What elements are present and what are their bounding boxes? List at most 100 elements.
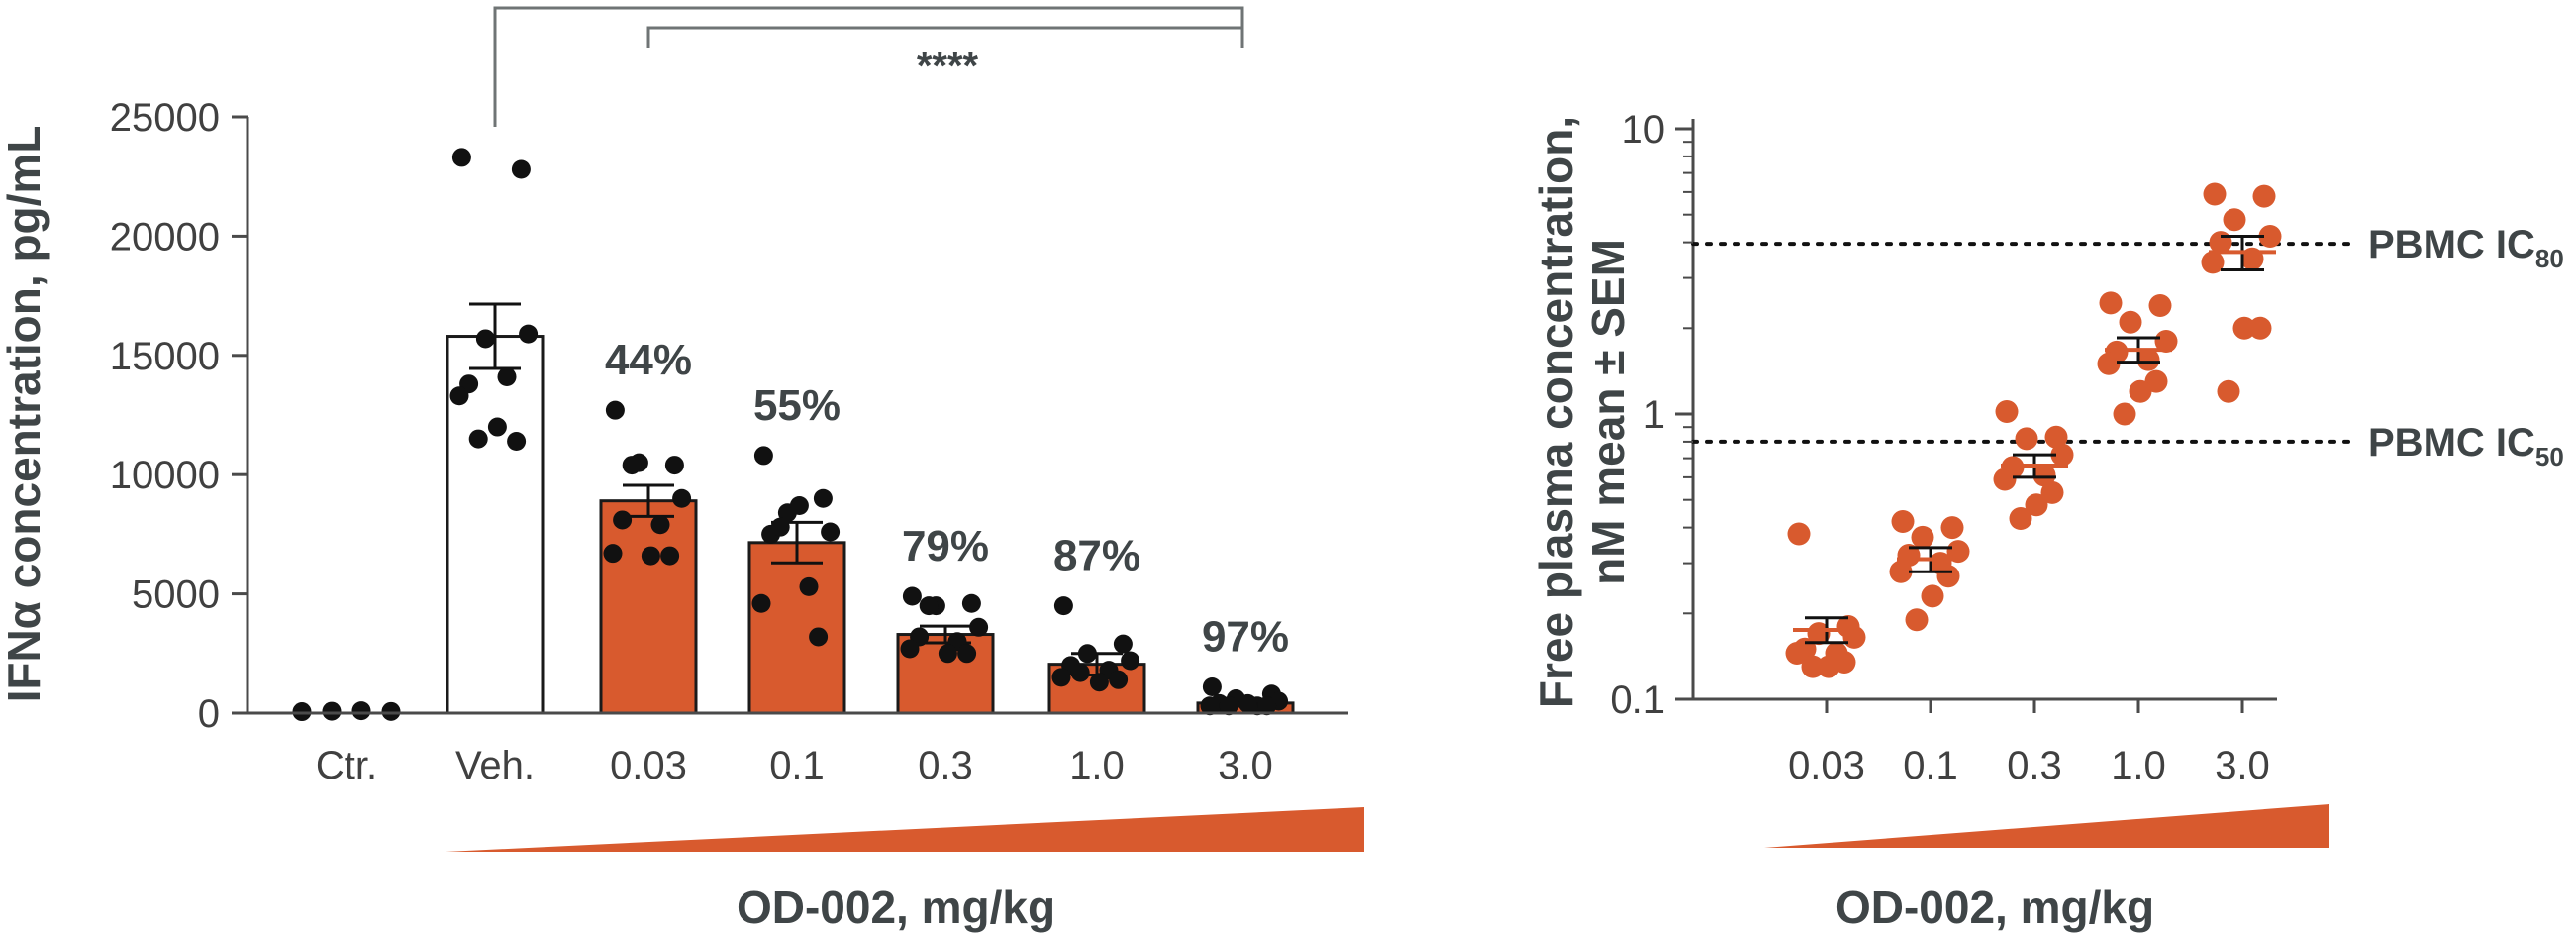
data-point-Veh. (487, 417, 507, 437)
data-point-1.0 (1051, 668, 1071, 687)
reference-label-ic80: PBMC IC80 (2368, 223, 2564, 273)
data-point-1.0 (1113, 634, 1133, 654)
data-point-0.3 (2015, 427, 2038, 451)
data-point-1.0 (2136, 348, 2160, 371)
x-tick-label: Ctr. (316, 744, 377, 787)
data-point-Veh. (449, 386, 469, 406)
data-point-0.1 (789, 496, 809, 516)
reference-label-subscript: 80 (2535, 244, 2564, 273)
data-point-0.3 (957, 644, 977, 664)
reference-label-text: PBMC IC (2368, 421, 2535, 465)
y-tick-label: 0 (198, 692, 220, 736)
dose-gradient-wedge (1764, 804, 2329, 848)
inhibition-label-0.1: 55% (753, 381, 841, 430)
data-point-0.1 (813, 488, 833, 508)
inhibition-label-0.03: 44% (605, 336, 692, 384)
reference-label-subscript: 50 (2535, 442, 2564, 471)
data-point-0.1 (770, 517, 790, 537)
x-tick-label: 0.03 (1788, 744, 1865, 787)
data-point-1.0 (1121, 651, 1140, 671)
data-point-1.0 (2097, 352, 2121, 375)
x-tick-label: 1.0 (1069, 744, 1125, 787)
data-point-3.0 (2252, 184, 2276, 208)
y-axis-title-line2: nM mean ± SEM (1582, 239, 1634, 585)
data-point-0.1 (1905, 608, 1929, 632)
data-point-0.3 (1993, 468, 2017, 491)
data-point-0.3 (900, 639, 920, 659)
data-point-0.03 (672, 488, 692, 508)
data-point-3.0 (1200, 696, 1220, 716)
data-point-3.0 (2232, 316, 2256, 340)
x-tick-label: 0.3 (2007, 744, 2062, 787)
data-point-Veh. (468, 429, 488, 449)
data-point-3.0 (2223, 208, 2246, 232)
data-point-1.0 (2129, 379, 2152, 403)
data-point-0.03 (605, 400, 625, 420)
data-point-3.0 (1202, 677, 1222, 697)
data-point-0.03 (664, 456, 684, 475)
scatter-marks (1785, 182, 2282, 678)
data-point-1.0 (2154, 329, 2178, 353)
bar-0.1 (747, 541, 846, 715)
data-point-3.0 (2258, 225, 2282, 249)
data-point-1.0 (1053, 596, 1073, 616)
data-point-1.0 (1077, 644, 1097, 664)
x-ticks: 0.03 0.1 0.3 1.0 3.0 (1788, 699, 2270, 787)
data-point-0.03 (1787, 522, 1811, 546)
y-tick-label: 5000 (132, 573, 220, 617)
y-tick-label: 0.1 (1610, 678, 1665, 722)
data-point-0.3 (2050, 443, 2074, 467)
data-point-1.0 (1070, 663, 1090, 682)
data-point-0.03 (641, 546, 660, 566)
x-tick-label: 1.0 (2111, 744, 2166, 787)
data-point-Veh. (511, 159, 531, 179)
data-point-1.0 (2099, 291, 2123, 315)
inhibition-label-1.0: 87% (1053, 532, 1140, 580)
reference-label-text: PBMC IC (2368, 223, 2535, 266)
data-point-0.1 (809, 627, 829, 647)
data-point-0.3 (2025, 493, 2048, 517)
data-point-0.3 (2032, 464, 2056, 487)
data-point-Veh. (475, 329, 495, 349)
inhibition-label-0.3: 79% (902, 522, 989, 571)
data-point-3.0 (2217, 379, 2240, 403)
data-point-0.1 (1946, 540, 1970, 564)
y-tick-label: 20000 (110, 215, 220, 259)
y-tick-label: 1 (1643, 393, 1665, 437)
data-point-0.03 (1801, 655, 1825, 678)
data-point-0.03 (660, 546, 680, 566)
y-tick-label: 25000 (110, 96, 220, 140)
x-tick-label: 0.3 (918, 744, 973, 787)
data-point-Ctr. (351, 701, 371, 721)
data-point-Ctr. (322, 701, 342, 721)
data-point-0.1 (1911, 525, 1934, 549)
bar-chart-marks: 44% 55% 79% 87% 97% (292, 148, 1295, 722)
y-ticks: 0.1 1 10 (1610, 108, 1693, 722)
data-point-0.03 (603, 544, 623, 564)
dose-gradient-wedge (446, 807, 1364, 852)
data-point-0.3 (969, 617, 989, 637)
y-tick-label: 10 (1622, 108, 1666, 152)
data-point-Veh. (507, 431, 527, 451)
ifn-bar-chart: 44% 55% 79% 87% 97% 0 5000 10000 15000 20000 2500… (0, 6, 1364, 933)
data-point-Veh. (497, 366, 517, 386)
data-point-Veh. (451, 148, 471, 167)
data-point-0.3 (938, 644, 957, 664)
x-tick-label: Veh. (455, 744, 535, 787)
data-point-0.3 (919, 596, 939, 616)
data-point-Ctr. (381, 701, 401, 721)
x-axis-title: OD-002, mg/kg (737, 882, 1055, 933)
data-point-Veh. (519, 324, 539, 344)
data-point-3.0 (2201, 251, 2225, 274)
x-tick-label: 3.0 (1218, 744, 1273, 787)
significance-label: **** (917, 45, 979, 88)
y-tick-label: 15000 (110, 335, 220, 378)
data-point-0.1 (799, 576, 819, 596)
data-point-0.03 (1807, 622, 1831, 646)
x-tick-label: 0.03 (610, 744, 687, 787)
x-tick-label: 0.1 (769, 744, 825, 787)
data-point-3.0 (2203, 182, 2227, 206)
